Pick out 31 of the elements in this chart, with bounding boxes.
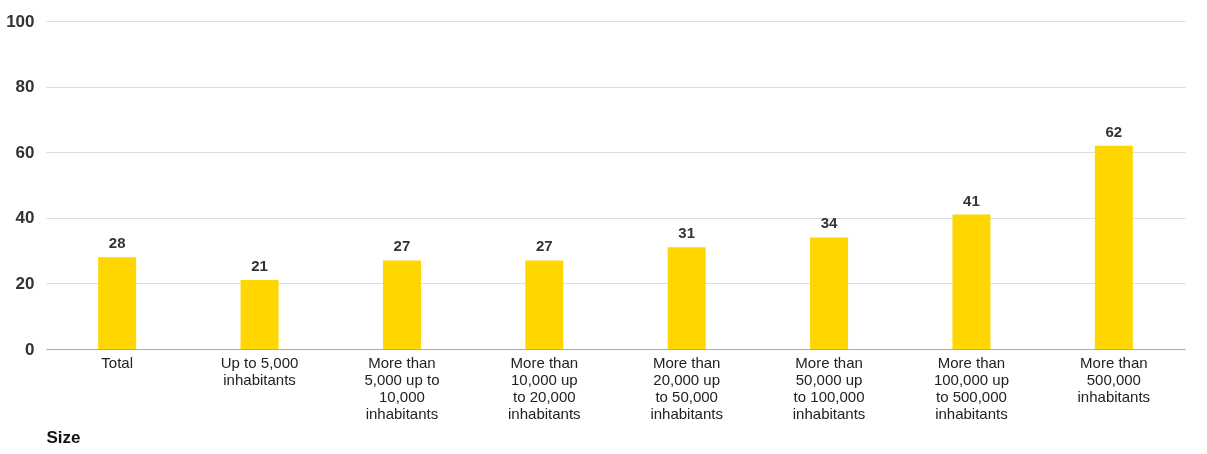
x-tick-label: More than 50,000 up to 100,000 inhabitants bbox=[792, 353, 866, 422]
data-label: 27 bbox=[393, 237, 411, 255]
y-tick-label: 40 bbox=[15, 208, 35, 228]
bar bbox=[952, 214, 991, 349]
x-tick-label: More than 100,000 up to 500,000 inhabitants bbox=[933, 353, 1009, 422]
y-tick-label: 80 bbox=[15, 77, 35, 97]
y-tick-label: 60 bbox=[15, 142, 35, 162]
bar bbox=[667, 247, 706, 349]
x-tick-label: More than 500,000 inhabitants bbox=[1077, 353, 1151, 405]
x-tick-label: Total bbox=[101, 353, 134, 371]
y-tick-label: 20 bbox=[15, 273, 35, 293]
y-tick-label: 0 bbox=[25, 339, 35, 359]
bar bbox=[525, 260, 564, 349]
bar bbox=[98, 257, 137, 349]
data-label: 31 bbox=[678, 224, 696, 242]
x-tick-label: More than 10,000 up to 20,000 inhabitants bbox=[508, 353, 581, 422]
x-tick-label: More than 20,000 up to 50,000 inhabitants bbox=[650, 353, 723, 422]
data-label: 21 bbox=[251, 257, 268, 275]
bar bbox=[382, 260, 421, 349]
bar bbox=[240, 280, 279, 349]
x-tick-label: More than 5,000 up to 10,000 inhabitants bbox=[364, 353, 440, 422]
data-label: 41 bbox=[963, 191, 980, 209]
bar bbox=[810, 237, 849, 349]
data-label: 62 bbox=[1105, 122, 1123, 140]
y-tick-label: 100 bbox=[6, 11, 35, 31]
bar bbox=[1094, 145, 1133, 349]
data-label: 27 bbox=[535, 237, 553, 255]
x-tick-label: Up to 5,000 inhabitants bbox=[220, 353, 299, 388]
data-label: 34 bbox=[820, 214, 839, 232]
x-axis-title: Size bbox=[46, 427, 81, 447]
data-label: 28 bbox=[108, 234, 126, 252]
